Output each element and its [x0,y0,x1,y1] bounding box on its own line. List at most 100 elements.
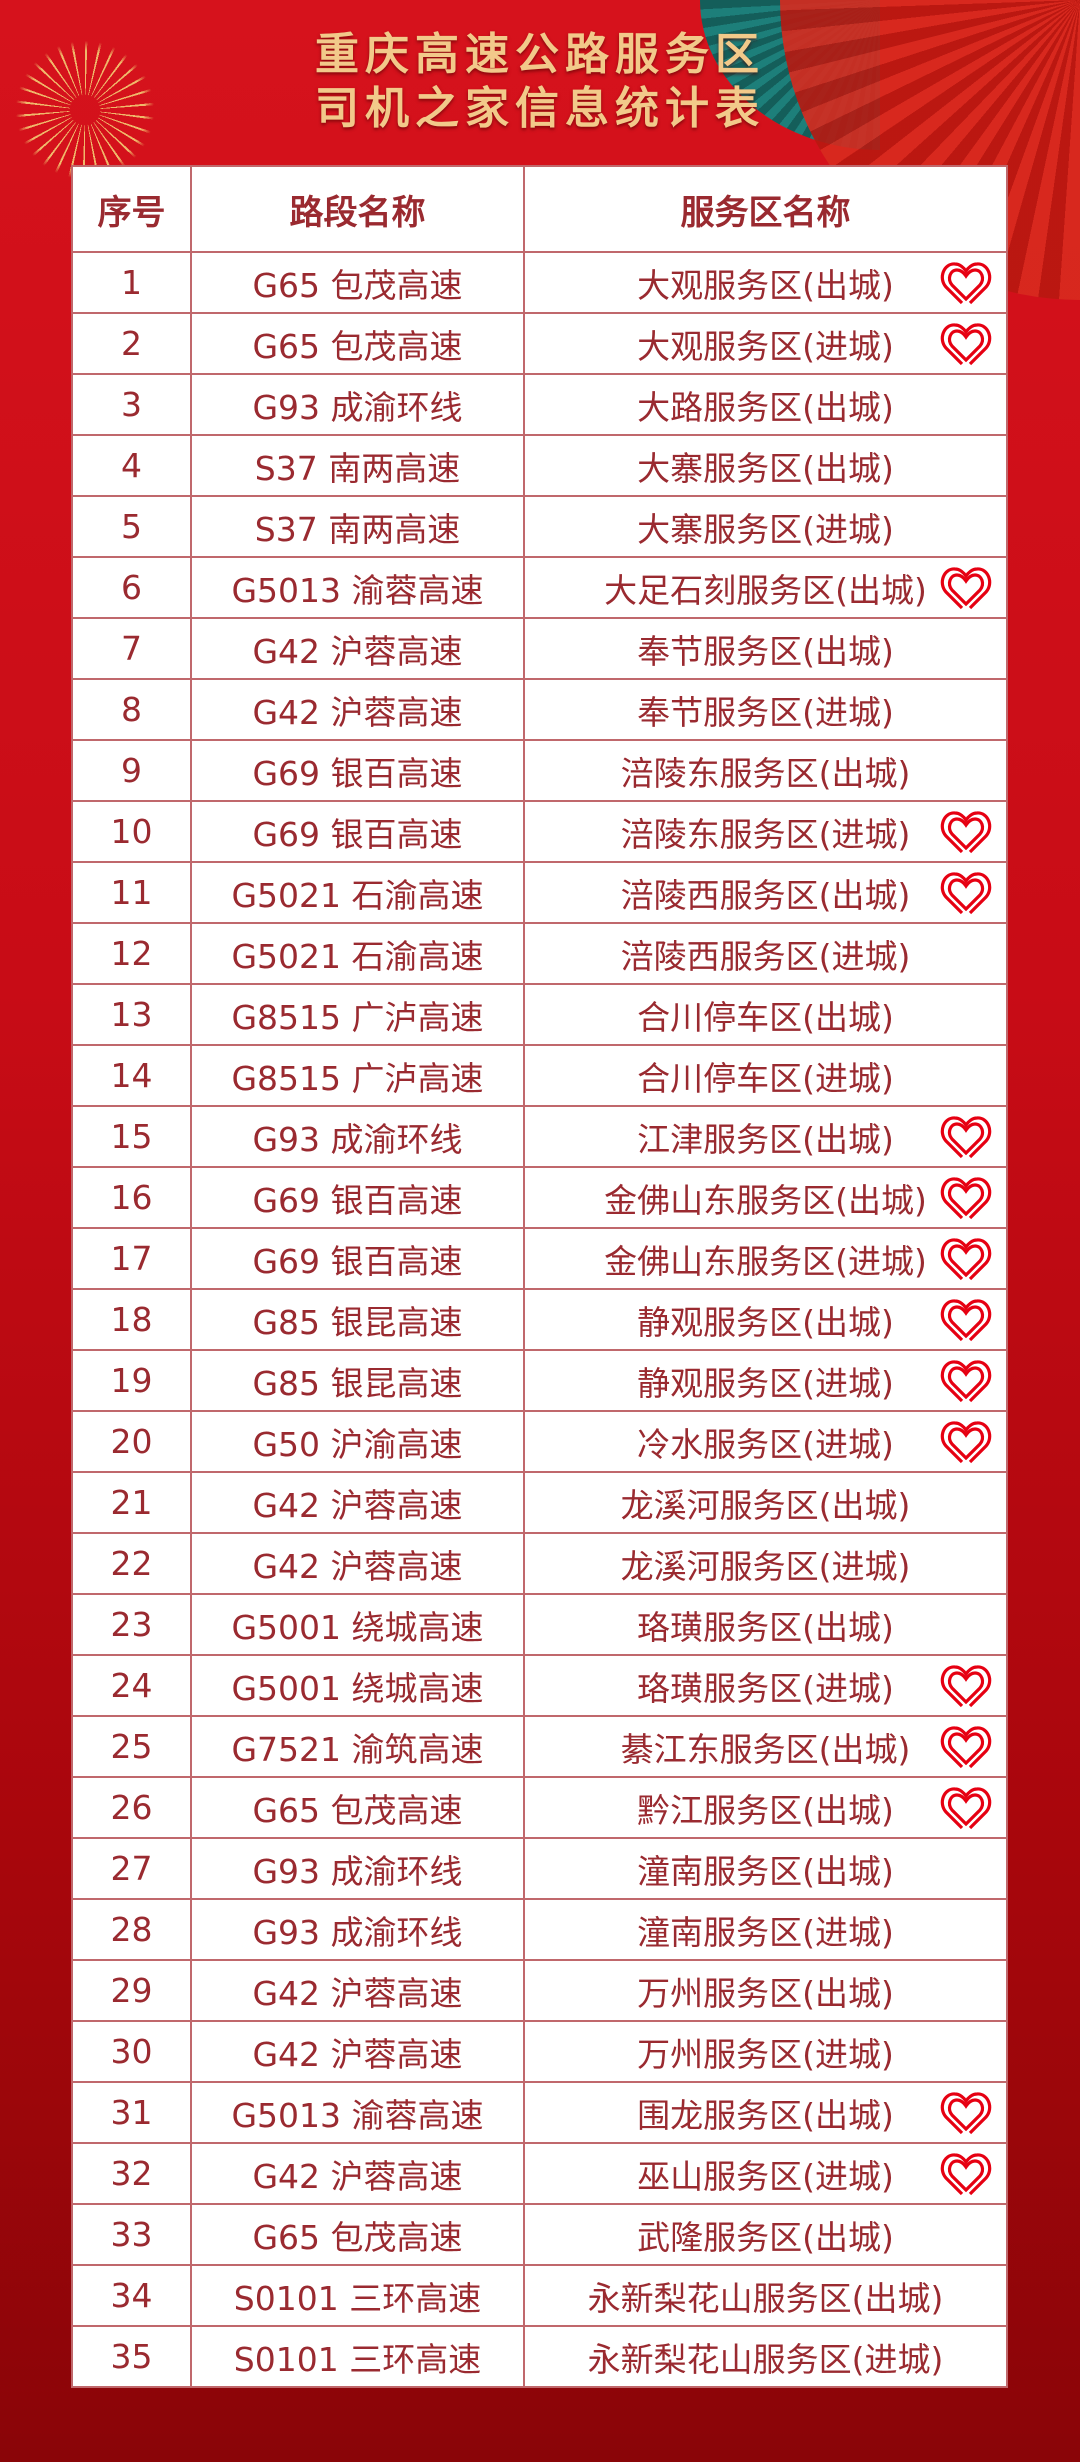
heart-icon [940,1726,992,1769]
area-name: 万州服务区(进城) [637,2034,894,2074]
cell-road: S37 南两高速 [190,495,525,558]
cell-road: G85 银昆高速 [190,1288,525,1351]
table-row: 2 G65 包茂高速 大观服务区(进城) [71,312,1008,375]
table-row: 1 G65 包茂高速 大观服务区(出城) [71,251,1008,314]
cell-road: S0101 三环高速 [190,2325,525,2388]
area-name: 涪陵西服务区(进城) [620,936,911,976]
cell-area: 涪陵东服务区(出城) [523,739,1008,802]
table-row: 21 G42 沪蓉高速 龙溪河服务区(出城) [71,1471,1008,1534]
heart-icon [940,1238,992,1281]
table-row: 19 G85 银昆高速 静观服务区(进城) [71,1349,1008,1412]
cell-no: 10 [71,800,192,863]
area-name: 大观服务区(出城) [637,265,894,305]
heart-icon [940,811,992,854]
cell-road: G93 成渝环线 [190,373,525,436]
table-row: 22 G42 沪蓉高速 龙溪河服务区(进城) [71,1532,1008,1595]
cell-no: 31 [71,2081,192,2144]
table-row: 30 G42 沪蓉高速 万州服务区(进城) [71,2020,1008,2083]
cell-road: G69 银百高速 [190,1227,525,1290]
area-name: 江津服务区(出城) [637,1119,894,1159]
cell-area: 武隆服务区(出城) [523,2203,1008,2266]
cell-no: 22 [71,1532,192,1595]
cell-road: G5021 石渝高速 [190,861,525,924]
heart-icon [940,2092,992,2135]
cell-area: 大观服务区(出城) [523,251,1008,314]
cell-area: 金佛山东服务区(出城) [523,1166,1008,1229]
heart-icon [940,872,992,915]
cell-road: G5001 绕城高速 [190,1654,525,1717]
area-name: 綦江东服务区(出城) [620,1729,911,1769]
cell-area: 珞璜服务区(进城) [523,1654,1008,1717]
table-row: 15 G93 成渝环线 江津服务区(出城) [71,1105,1008,1168]
area-name: 大寨服务区(出城) [637,448,894,488]
heart-icon [940,323,992,366]
area-name: 大观服务区(进城) [637,326,894,366]
area-name: 黔江服务区(出城) [637,1790,894,1830]
heart-icon [940,1360,992,1403]
cell-area: 合川停车区(进城) [523,1044,1008,1107]
area-name: 围龙服务区(出城) [637,2095,894,2135]
cell-area: 涪陵西服务区(出城) [523,861,1008,924]
cell-no: 15 [71,1105,192,1168]
cell-area: 綦江东服务区(出城) [523,1715,1008,1778]
cell-no: 13 [71,983,192,1046]
cell-area: 奉节服务区(进城) [523,678,1008,741]
cell-no: 34 [71,2264,192,2327]
table-row: 28 G93 成渝环线 潼南服务区(进城) [71,1898,1008,1961]
cell-no: 25 [71,1715,192,1778]
area-name: 龙溪河服务区(出城) [620,1485,911,1525]
cell-road: G69 银百高速 [190,739,525,802]
table-row: 27 G93 成渝环线 潼南服务区(出城) [71,1837,1008,1900]
cell-area: 静观服务区(出城) [523,1288,1008,1351]
table-header: 序号 路段名称 服务区名称 [71,165,1008,253]
cell-no: 17 [71,1227,192,1290]
cell-road: G5013 渝蓉高速 [190,2081,525,2144]
area-name: 合川停车区(出城) [637,997,894,1037]
cell-road: G7521 渝筑高速 [190,1715,525,1778]
heart-icon [940,567,992,610]
cell-no: 9 [71,739,192,802]
cell-no: 7 [71,617,192,680]
cell-no: 12 [71,922,192,985]
cell-no: 4 [71,434,192,497]
cell-no: 35 [71,2325,192,2388]
table-row: 26 G65 包茂高速 黔江服务区(出城) [71,1776,1008,1839]
cell-area: 永新梨花山服务区(出城) [523,2264,1008,2327]
area-name: 珞璜服务区(出城) [637,1607,894,1647]
area-name: 金佛山东服务区(出城) [604,1180,927,1220]
cell-no: 28 [71,1898,192,1961]
table-row: 23 G5001 绕城高速 珞璜服务区(出城) [71,1593,1008,1656]
cell-no: 30 [71,2020,192,2083]
cell-area: 金佛山东服务区(进城) [523,1227,1008,1290]
cell-no: 2 [71,312,192,375]
cell-area: 大足石刻服务区(出城) [523,556,1008,619]
cell-no: 20 [71,1410,192,1473]
cell-road: G93 成渝环线 [190,1837,525,1900]
cell-area: 大寨服务区(进城) [523,495,1008,558]
cell-no: 16 [71,1166,192,1229]
area-name: 潼南服务区(进城) [637,1912,894,1952]
area-name: 大路服务区(出城) [637,387,894,427]
area-name: 永新梨花山服务区(进城) [587,2339,944,2379]
cell-area: 静观服务区(进城) [523,1349,1008,1412]
area-name: 奉节服务区(出城) [637,631,894,671]
cell-road: G65 包茂高速 [190,312,525,375]
table-row: 18 G85 银昆高速 静观服务区(出城) [71,1288,1008,1351]
area-name: 万州服务区(出城) [637,1973,894,2013]
cell-area: 冷水服务区(进城) [523,1410,1008,1473]
cell-area: 江津服务区(出城) [523,1105,1008,1168]
table-row: 34 S0101 三环高速 永新梨花山服务区(出城) [71,2264,1008,2327]
cell-road: S37 南两高速 [190,434,525,497]
cell-road: G65 包茂高速 [190,1776,525,1839]
table-row: 16 G69 银百高速 金佛山东服务区(出城) [71,1166,1008,1229]
area-name: 静观服务区(出城) [637,1302,894,1342]
cell-area: 潼南服务区(进城) [523,1898,1008,1961]
table-row: 32 G42 沪蓉高速 巫山服务区(进城) [71,2142,1008,2205]
table-row: 24 G5001 绕城高速 珞璜服务区(进城) [71,1654,1008,1717]
cell-no: 27 [71,1837,192,1900]
firework-decoration [15,40,155,180]
area-name: 巫山服务区(进城) [637,2156,894,2196]
cell-area: 合川停车区(出城) [523,983,1008,1046]
cell-area: 涪陵东服务区(进城) [523,800,1008,863]
heart-icon [940,262,992,305]
